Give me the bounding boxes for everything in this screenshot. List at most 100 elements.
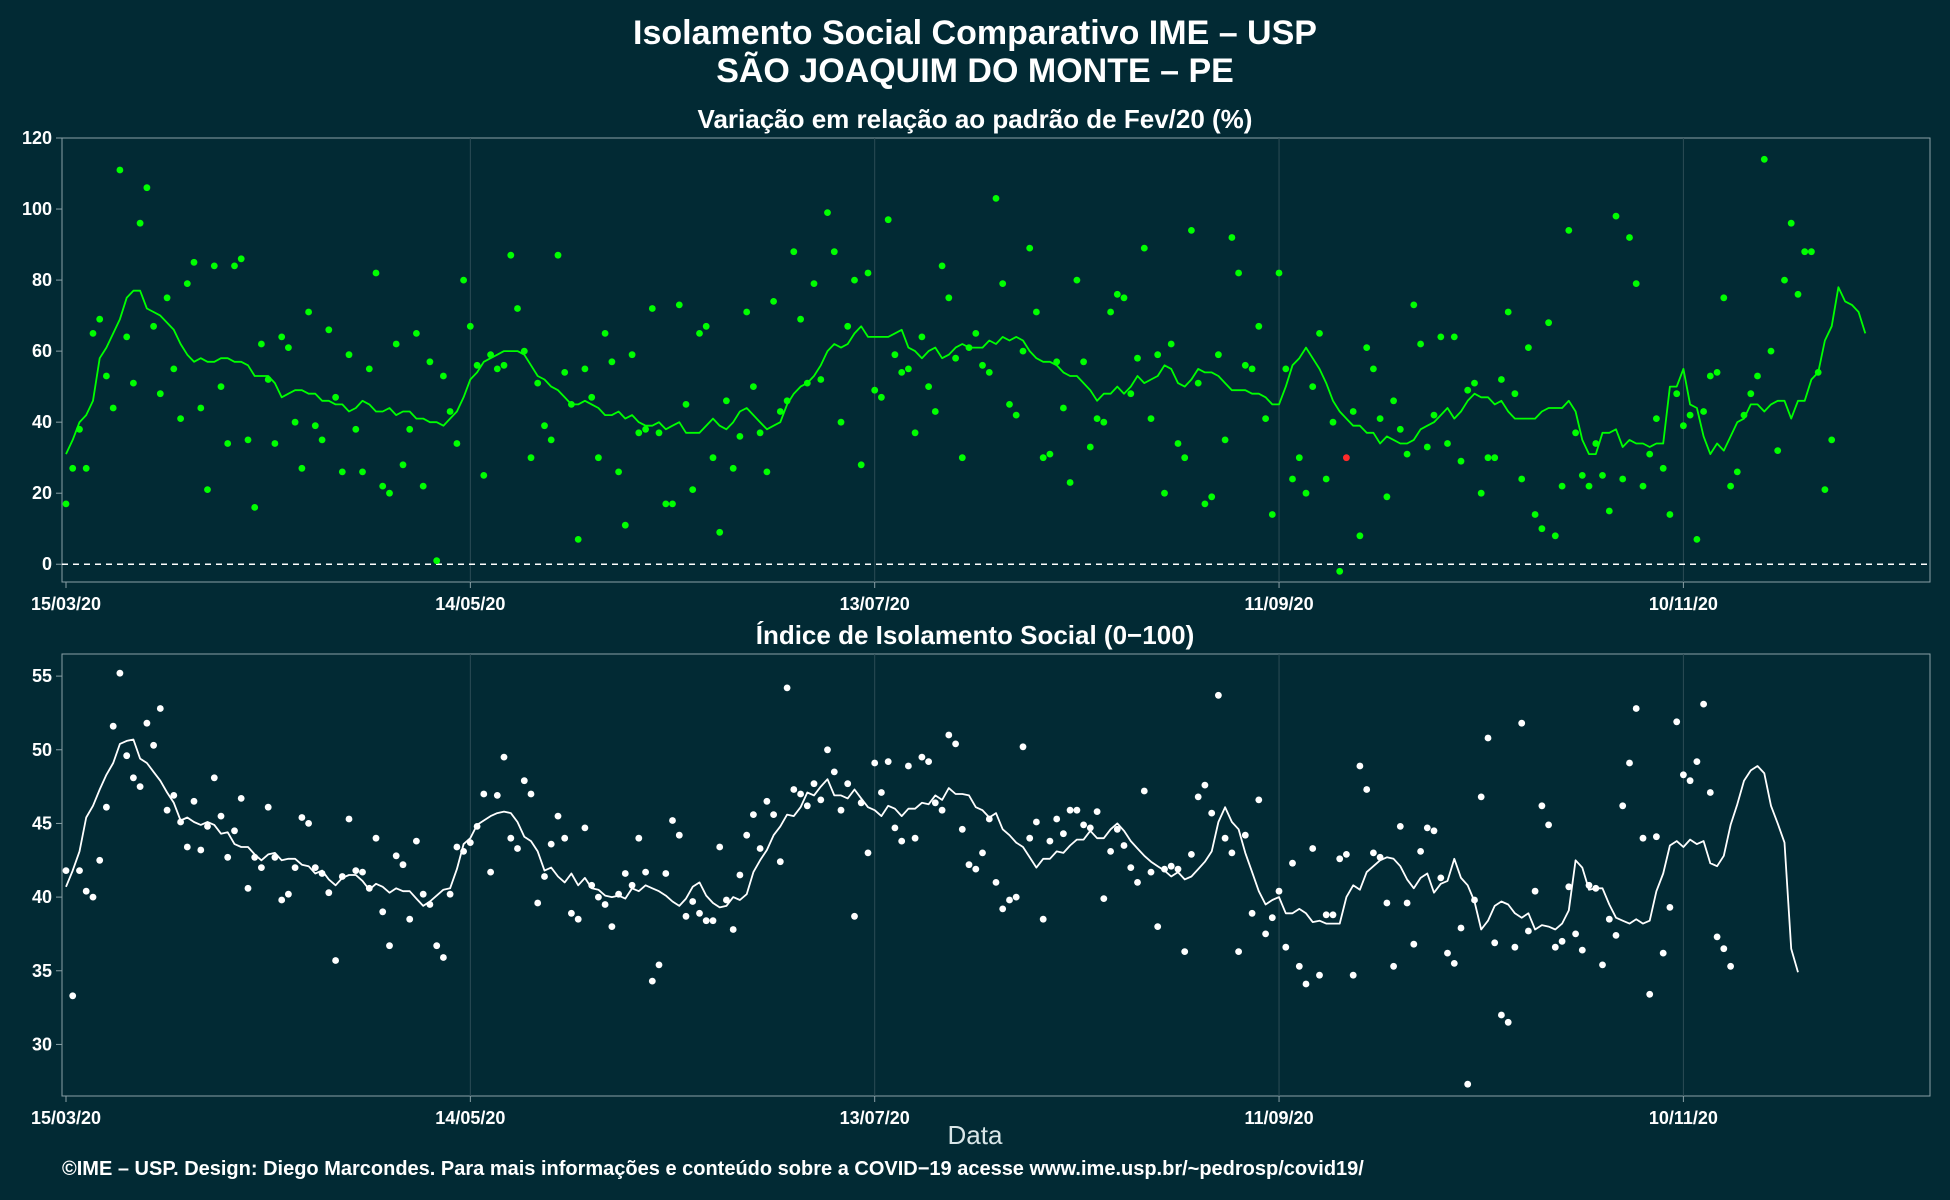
variation-data-point xyxy=(844,322,852,330)
index-data-point xyxy=(1026,834,1034,842)
index-data-point xyxy=(278,896,286,904)
variation-data-point xyxy=(1484,454,1492,462)
variation-data-point xyxy=(1053,358,1061,366)
index-data-point xyxy=(1140,787,1148,795)
index-data-point xyxy=(1693,758,1701,765)
variation-data-point xyxy=(938,262,946,270)
variation-data-point xyxy=(803,379,811,387)
index-data-point xyxy=(1208,809,1216,817)
index-data-point xyxy=(1012,893,1020,901)
variation-data-point xyxy=(1295,454,1303,462)
variation-data-point xyxy=(1396,425,1404,433)
index-data-point xyxy=(608,923,616,930)
index-data-point xyxy=(918,753,926,761)
index-data-point xyxy=(271,853,279,861)
variation-data-point xyxy=(1039,454,1047,462)
variation-data-point xyxy=(251,504,259,511)
variation-y-tick-label: 60 xyxy=(32,341,52,361)
variation-data-point xyxy=(406,425,414,433)
variation-data-point xyxy=(857,461,865,469)
index-data-point xyxy=(1086,824,1094,832)
index-data-point xyxy=(1444,949,1451,957)
variation-data-point xyxy=(642,425,649,433)
index-data-point xyxy=(1275,887,1283,895)
variation-data-point xyxy=(1066,479,1074,486)
index-data-point xyxy=(399,861,407,869)
variation-data-point xyxy=(1282,365,1290,373)
index-data-point xyxy=(507,834,515,842)
variation-data-point xyxy=(628,351,636,359)
variation-data-point xyxy=(1403,450,1411,458)
index-data-point xyxy=(770,811,777,818)
index-data-point xyxy=(756,845,764,852)
index-data-point xyxy=(851,912,858,920)
variation-data-point xyxy=(1376,415,1384,422)
variation-data-point xyxy=(1828,436,1836,444)
index-data-point xyxy=(305,820,312,827)
variation-data-point xyxy=(992,195,1000,202)
variation-data-point xyxy=(1491,454,1499,462)
index-data-point xyxy=(1403,899,1411,907)
index-data-point xyxy=(878,789,885,796)
variation-data-point xyxy=(675,301,683,309)
variation-data-point xyxy=(217,383,225,390)
variation-data-point xyxy=(925,383,932,390)
index-data-point xyxy=(1538,802,1546,810)
variation-data-point xyxy=(1653,415,1660,422)
index-data-point xyxy=(1666,904,1674,911)
index-data-point xyxy=(1646,990,1654,998)
variation-data-point xyxy=(1120,294,1128,302)
index-data-point xyxy=(797,790,804,798)
variation-data-point xyxy=(1363,344,1371,351)
index-data-point xyxy=(1006,896,1013,904)
variation-data-point xyxy=(426,358,434,366)
index-data-point xyxy=(1659,949,1667,957)
variation-data-point xyxy=(911,429,919,437)
variation-data-point xyxy=(534,379,542,387)
index-data-point xyxy=(1464,1080,1472,1088)
variation-data-point xyxy=(635,429,643,437)
index-data-point xyxy=(1295,962,1303,970)
index-x-tick-label: 11/09/20 xyxy=(1245,1108,1314,1128)
index-data-point xyxy=(1093,808,1101,815)
index-panel: 15/03/20 14/05/20 13/07/20 11/09/20 10/11/20… xyxy=(31,653,1931,1128)
index-data-point xyxy=(1612,932,1620,939)
index-data-point xyxy=(702,917,710,925)
variation-data-point xyxy=(514,305,521,312)
index-data-point xyxy=(204,823,211,830)
variation-data-point xyxy=(480,472,488,479)
index-data-point xyxy=(1619,802,1627,810)
index-data-point xyxy=(547,840,555,848)
index-data-point xyxy=(365,884,373,892)
index-data-point xyxy=(1181,948,1189,955)
index-data-point xyxy=(1215,691,1222,699)
variation-data-point xyxy=(1026,244,1034,252)
variation-data-point xyxy=(837,418,845,426)
index-data-point xyxy=(237,795,245,802)
variation-data-point xyxy=(830,248,838,256)
variation-x-tick-label: 10/11/20 xyxy=(1649,594,1718,614)
index-y-tick-label: 35 xyxy=(32,961,52,981)
variation-data-point xyxy=(790,248,798,256)
variation-data-point xyxy=(1113,290,1121,298)
index-data-point xyxy=(844,780,852,788)
variation-data-point xyxy=(905,365,912,373)
variation-data-point xyxy=(500,361,508,369)
index-data-point xyxy=(460,848,467,855)
index-data-point xyxy=(1221,834,1229,842)
index-data-point xyxy=(89,893,97,901)
variation-data-point xyxy=(1639,482,1647,490)
index-data-point xyxy=(1228,849,1236,857)
index-x-tick-label: 10/11/20 xyxy=(1649,1108,1718,1128)
index-data-point xyxy=(1545,821,1552,829)
variation-data-point xyxy=(1626,234,1633,241)
index-data-point xyxy=(1525,927,1532,935)
index-data-point xyxy=(406,915,414,923)
index-data-point xyxy=(1572,930,1579,938)
variation-data-point xyxy=(1289,475,1296,483)
variation-data-point xyxy=(190,258,198,266)
index-data-point xyxy=(352,867,360,874)
index-data-point xyxy=(972,865,980,873)
variation-data-point xyxy=(1086,443,1094,451)
